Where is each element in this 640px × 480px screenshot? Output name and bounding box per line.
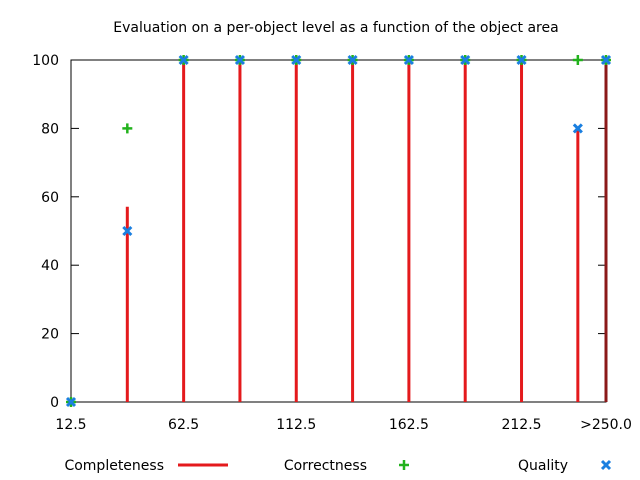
y-tick-label: 40 (41, 258, 59, 274)
legend-swatch-correctness (399, 460, 409, 470)
quality-point (347, 54, 358, 66)
x-tick-label: 112.5 (276, 417, 316, 433)
legend-label-correctness: Correctness (284, 458, 367, 474)
y-tick-label: 0 (50, 395, 59, 411)
plot-frame (70, 59, 607, 403)
quality-point (460, 54, 471, 66)
quality-point (122, 225, 133, 237)
quality-point (600, 54, 612, 66)
quality-point (403, 54, 414, 66)
x-tick-label: 162.5 (389, 417, 429, 433)
legend: Completeness Correctness Quality (64, 458, 612, 474)
y-tick-label: 100 (32, 53, 59, 69)
chart-title: Evaluation on a per-object level as a fu… (113, 20, 558, 36)
legend-swatch-quality (600, 459, 612, 471)
quality-point (572, 123, 583, 134)
y-tick-label: 20 (41, 327, 59, 343)
legend-label-completeness: Completeness (64, 458, 164, 474)
correctness-point (122, 123, 133, 134)
quality-point (234, 54, 246, 66)
plot-area: 0 20 40 60 80 100 12.5 62.5 112.5 162.5 212.5 >250.… (32, 53, 632, 433)
quality-point (516, 54, 527, 66)
quality-point (65, 396, 77, 408)
x-tick-label: >250.0 (580, 417, 632, 433)
y-tick-label: 60 (41, 190, 59, 206)
x-tick-label: 62.5 (168, 417, 199, 433)
quality-point (178, 54, 189, 66)
quality-point (291, 54, 302, 66)
x-tick-label: 212.5 (501, 417, 541, 433)
correctness-point (572, 55, 583, 65)
legend-label-quality: Quality (518, 458, 568, 474)
x-tick-label: 12.5 (55, 417, 86, 433)
y-tick-label: 80 (41, 121, 59, 137)
